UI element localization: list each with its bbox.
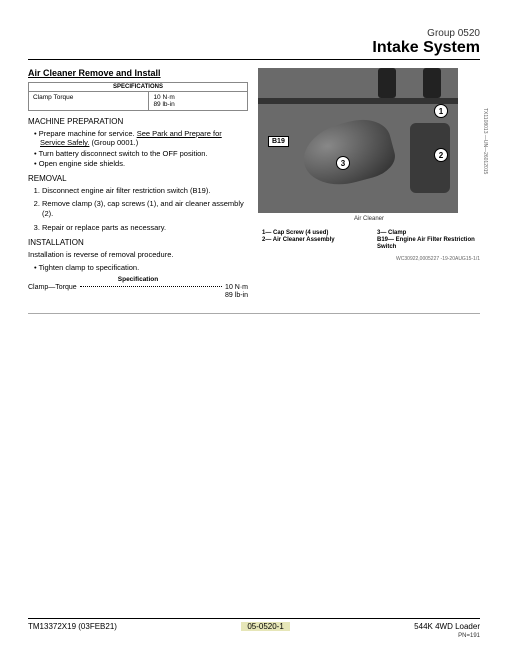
callout-1: 1: [434, 104, 448, 118]
prep-item: Turn battery disconnect switch to the OF…: [34, 149, 248, 158]
page-number: PN=191: [28, 633, 480, 639]
spec-val-nm: 10 N·m: [153, 94, 243, 101]
procedure-title: Air Cleaner Remove and Install: [28, 68, 248, 78]
callout-3: 3: [336, 156, 350, 170]
install-text: Installation is reverse of removal proce…: [28, 250, 248, 259]
spec2-label: Clamp—Torque: [28, 284, 77, 291]
legend: 1— Cap Screw (4 used) 2— Air Cleaner Ass…: [258, 230, 480, 252]
legend-item: 1— Cap Screw (4 used): [262, 230, 365, 237]
footer-center: 05-0520-1: [241, 622, 289, 631]
removal-heading: REMOVAL: [28, 174, 248, 183]
legend-item: 2— Air Cleaner Assembly: [262, 237, 365, 244]
install-item: Tighten clamp to specification.: [34, 263, 248, 272]
spec2-header: Specification: [28, 276, 248, 283]
legend-item: 3— Clamp: [377, 230, 480, 237]
right-column: 1 2 3 B19 TX1108013 —UN—26012015 Air Cle…: [258, 68, 480, 299]
prep-item: Open engine side shields.: [34, 159, 248, 168]
prep-text: (Group 0001.): [89, 138, 138, 147]
prep-heading: MACHINE PREPARATION: [28, 117, 248, 126]
spec-inline: Specification Clamp—Torque 10 N·m 89 lb-…: [28, 276, 248, 299]
left-column: Air Cleaner Remove and Install SPECIFICA…: [28, 68, 248, 299]
photo-caption: Air Cleaner: [258, 216, 480, 222]
footer-left: TM13372X19 (03FEB21): [28, 622, 117, 631]
photo-shape: [423, 68, 441, 98]
prep-text: Prepare machine for service.: [39, 129, 137, 138]
photo-credit: TX1108013 —UN—26012015: [482, 108, 488, 174]
spec-value: 10 N·m 89 lb-in: [149, 92, 248, 111]
prep-item: Prepare machine for service. See Park an…: [34, 129, 248, 148]
spec-header: SPECIFICATIONS: [29, 83, 248, 92]
callout-b19: B19: [268, 136, 289, 147]
photo-pipe: [297, 112, 399, 193]
section-title: Intake System: [28, 39, 480, 57]
content-end-divider: [28, 313, 480, 314]
spec-val-lbin: 89 lb-in: [153, 101, 243, 108]
removal-step: Remove clamp (3), cap screws (1), and ai…: [42, 199, 248, 219]
removal-step: Repair or replace parts as necessary.: [42, 223, 248, 233]
spec2-val2: 89 lb-in: [28, 292, 248, 299]
page-header: Group 0520 Intake System: [28, 28, 480, 60]
group-label: Group 0520: [28, 28, 480, 39]
removal-list: Disconnect engine air filter restriction…: [28, 186, 248, 233]
install-heading: INSTALLATION: [28, 238, 248, 247]
page-footer: TM13372X19 (03FEB21) 05-0520-1 544K 4WD …: [28, 618, 480, 639]
photo-shape: [258, 98, 458, 104]
prep-list: Prepare machine for service. See Park an…: [28, 129, 248, 169]
photo-shape: [378, 68, 396, 98]
install-list: Tighten clamp to specification.: [28, 263, 248, 272]
spec-label: Clamp Torque: [29, 92, 149, 111]
dotted-leader: [80, 286, 222, 287]
specifications-table: SPECIFICATIONS Clamp Torque 10 N·m 89 lb…: [28, 82, 248, 111]
legend-item: B19— Engine Air Filter Restriction Switc…: [377, 237, 480, 251]
footer-right: 544K 4WD Loader: [414, 622, 480, 631]
doc-ref: WC30922,0005227 -19-20AUG15-1/1: [258, 256, 480, 262]
removal-step: Disconnect engine air filter restriction…: [42, 186, 248, 196]
callout-2: 2: [434, 148, 448, 162]
spec2-val1: 10 N·m: [225, 284, 248, 291]
air-cleaner-photo: 1 2 3 B19: [258, 68, 458, 213]
header-divider: [28, 59, 480, 60]
